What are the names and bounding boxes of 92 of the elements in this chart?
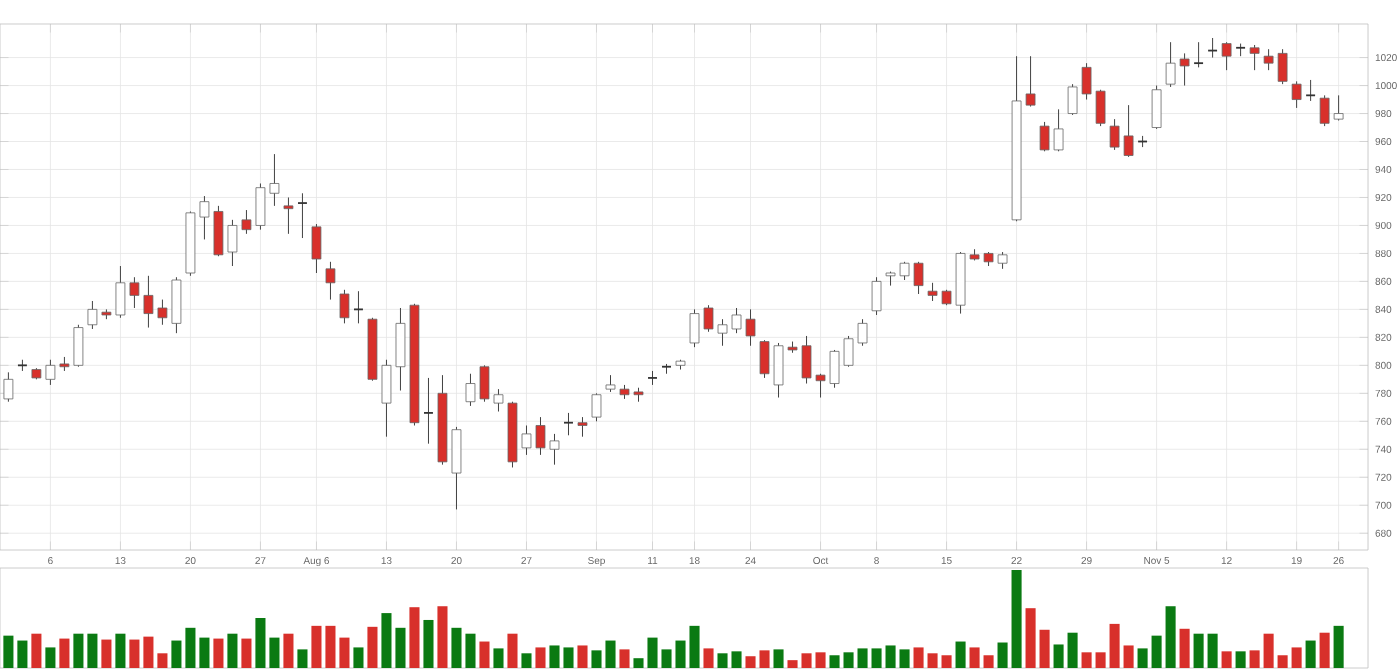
candlestick: [1221, 41, 1232, 71]
bar: [1277, 655, 1288, 668]
bar: [59, 638, 70, 668]
bar: [969, 647, 980, 668]
candlestick: [283, 196, 294, 235]
bar: [773, 649, 784, 668]
bar: [199, 637, 210, 668]
candlestick: [563, 412, 574, 436]
bar: [353, 647, 364, 668]
candlestick: [353, 290, 364, 324]
candlestick: [325, 261, 336, 301]
bar: [1263, 633, 1274, 668]
bar: [1011, 569, 1022, 668]
bar: [1319, 632, 1330, 668]
candlestick: [577, 416, 588, 438]
bar: [87, 633, 98, 668]
bar: [1165, 606, 1176, 668]
bar: [1333, 625, 1344, 668]
bar: [157, 653, 168, 668]
bar: [185, 627, 196, 668]
bar: [1039, 629, 1050, 668]
bar: [1291, 647, 1302, 668]
candlestick: [339, 289, 350, 324]
candlestick: [3, 371, 14, 403]
bar: [997, 642, 1008, 668]
bar: [311, 625, 322, 668]
bar: [619, 649, 630, 668]
bar: [115, 633, 126, 668]
bar: [269, 637, 280, 668]
bar: [927, 653, 938, 668]
bar: [521, 653, 532, 668]
bar: [241, 638, 252, 668]
bar: [1109, 623, 1120, 668]
candlestick: [1151, 85, 1162, 130]
candlestick: [297, 192, 308, 239]
bar: [73, 633, 84, 668]
bar: [535, 647, 546, 668]
bar: [493, 648, 504, 668]
bar: [1053, 644, 1064, 668]
bar: [955, 641, 966, 668]
bar: [1137, 648, 1148, 668]
bar: [297, 649, 308, 668]
bar: [507, 633, 518, 668]
bar: [479, 641, 490, 668]
candlestick: [591, 392, 602, 422]
bar: [1193, 633, 1204, 668]
bar: [283, 633, 294, 668]
bar: [1179, 628, 1190, 668]
bar: [1207, 633, 1218, 668]
bar: [1025, 608, 1036, 668]
bar: [703, 648, 714, 668]
bar: [1249, 650, 1260, 668]
bar: [45, 647, 56, 668]
bar: [129, 639, 140, 668]
bar: [885, 645, 896, 668]
bar: [1067, 632, 1078, 668]
bar: [1305, 640, 1316, 668]
bar: [1095, 652, 1106, 668]
bar: [437, 606, 448, 668]
bar: [143, 636, 154, 668]
bar: [339, 637, 350, 668]
bar: [1151, 635, 1162, 668]
bar: [255, 618, 266, 668]
bar: [227, 633, 238, 668]
bar: [3, 635, 14, 668]
candlestick: [871, 276, 882, 316]
bar: [871, 648, 882, 668]
bar: [367, 626, 378, 668]
bar: [983, 655, 994, 668]
bar: [171, 640, 182, 668]
bar: [409, 607, 420, 668]
bar: [941, 655, 952, 668]
candlestick: [311, 223, 322, 274]
bar: [1235, 651, 1246, 668]
candlestick: [423, 377, 434, 445]
candlestick: [1305, 79, 1316, 102]
bar: [913, 647, 924, 668]
bar: [1081, 652, 1092, 668]
bar: [31, 633, 42, 668]
bar: [101, 639, 112, 668]
bar: [1221, 651, 1232, 668]
candlestick: [1249, 44, 1260, 71]
bar: [899, 649, 910, 668]
candlestick: [1193, 41, 1204, 68]
bar: [577, 645, 588, 668]
bar: [423, 619, 434, 668]
bar: [325, 625, 336, 668]
bar: [213, 638, 224, 668]
bar: [1123, 645, 1134, 668]
bar: [17, 640, 28, 668]
bar: [857, 648, 868, 668]
candlestick: [1291, 80, 1302, 109]
